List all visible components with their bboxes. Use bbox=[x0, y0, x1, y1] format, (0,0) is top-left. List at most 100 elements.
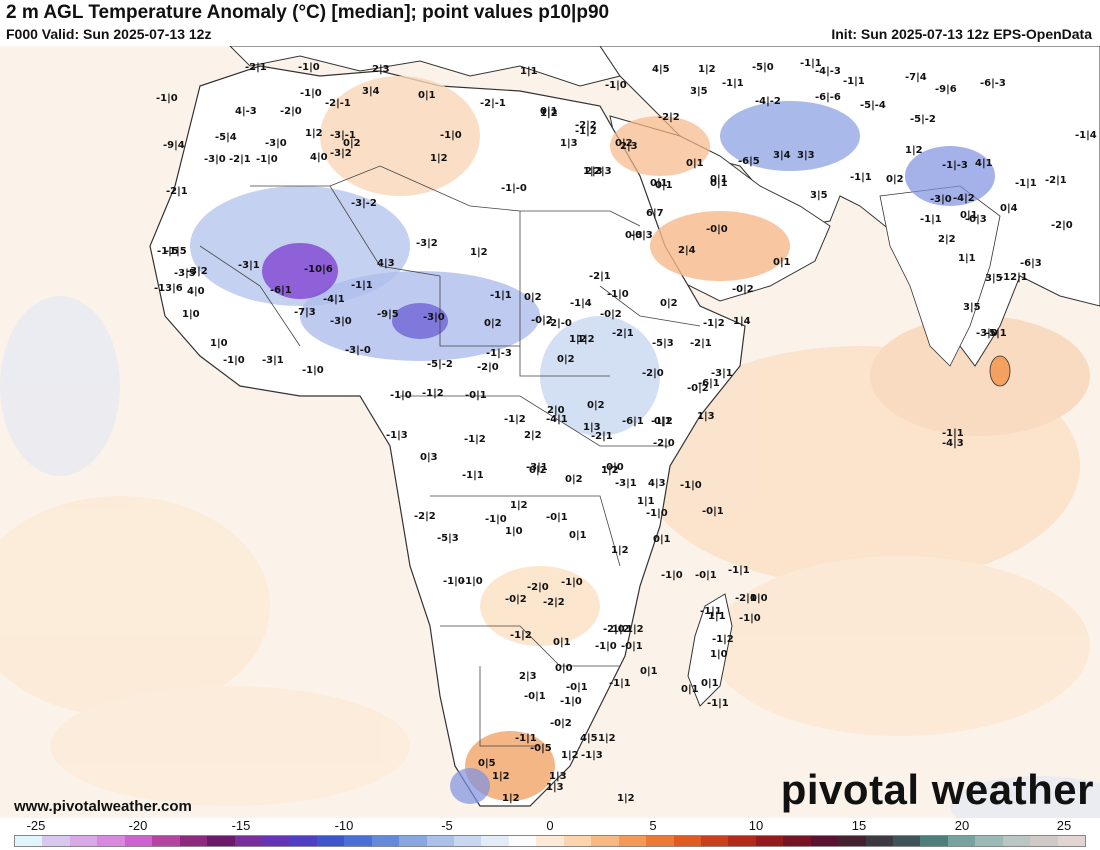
point-value-label: -1|0 bbox=[661, 570, 683, 581]
point-value-label: -6|1 bbox=[622, 416, 644, 427]
point-value-label: 0|2 bbox=[615, 138, 633, 149]
colorbar-tick-label: 10 bbox=[748, 818, 764, 833]
point-value-label: -2|0 bbox=[642, 368, 664, 379]
colorbar-swatch bbox=[728, 836, 756, 846]
point-value-label: 0|1 bbox=[773, 257, 791, 268]
point-value-label: -3|0 bbox=[265, 138, 287, 149]
point-value-label: 1|2 bbox=[502, 793, 520, 804]
point-value-label: -1|1 bbox=[515, 733, 537, 744]
point-value-label: 1|3 bbox=[549, 771, 567, 782]
colorbar-swatch bbox=[947, 836, 976, 846]
point-value-label: -3|0 bbox=[423, 312, 445, 323]
colorbar-tick-label: -5 bbox=[441, 818, 453, 833]
point-value-label: 2|2 bbox=[524, 430, 542, 441]
brand-logo: pivotal weather bbox=[780, 766, 1094, 813]
point-value-label: 1|4 bbox=[733, 316, 751, 327]
point-value-label: -1|-3 bbox=[942, 160, 968, 171]
colorbar-tick-label: 20 bbox=[954, 818, 970, 833]
anomaly-map[interactable]: -2|1 -1|0 2|3 -1|0 -2|-1 3|4 0|1 -2|-1 0|1 -1|0 1|… bbox=[0, 46, 1100, 818]
point-value-label: -1|2 bbox=[651, 416, 673, 427]
point-value-label: -6|-6 bbox=[815, 92, 841, 103]
point-value-label: -4|1 bbox=[323, 294, 345, 305]
point-value-label: 3|5 bbox=[963, 302, 981, 313]
point-value-label: 4|0 bbox=[187, 286, 205, 297]
point-value-label: 6|7 bbox=[646, 208, 664, 219]
point-value-label: -0|5 bbox=[530, 743, 552, 754]
point-value-label: 1|0 bbox=[210, 338, 228, 349]
point-value-label: 1|2 bbox=[569, 334, 587, 345]
point-value-label: 0|1 bbox=[710, 174, 728, 185]
point-value-label: -3|1 bbox=[238, 260, 260, 271]
point-value-label: 0|2 bbox=[529, 465, 547, 476]
point-value-label: -9|4 bbox=[163, 140, 185, 151]
point-value-label: 0|1 bbox=[540, 106, 558, 117]
point-value-label: -1|0 bbox=[440, 130, 462, 141]
point-value-label: -1|0 bbox=[607, 289, 629, 300]
colorbar-swatch bbox=[536, 836, 564, 846]
point-value-label: 4|3 bbox=[377, 258, 395, 269]
point-value-label: -3|-2 bbox=[351, 198, 377, 209]
point-value-label: -1|1 bbox=[850, 172, 872, 183]
border-line bbox=[599, 285, 701, 327]
point-value-label: 1|3 bbox=[546, 782, 564, 793]
point-value-label: -1|1 bbox=[707, 698, 729, 709]
point-value-label: -1|1 bbox=[722, 78, 744, 89]
point-value-label: -0|2 bbox=[732, 284, 754, 295]
point-value-label: -1|0 bbox=[443, 576, 465, 587]
point-value-label: -6|-3 bbox=[980, 78, 1006, 89]
init-time: Init: Sun 2025-07-13 12z EPS-OpenData bbox=[831, 26, 1092, 42]
point-value-label: -1|0 bbox=[595, 641, 617, 652]
ocean-patch bbox=[0, 296, 120, 476]
colorbar-swatch bbox=[1057, 836, 1086, 846]
point-value-label: -1|0 bbox=[390, 390, 412, 401]
point-value-label: 3|5 bbox=[810, 190, 828, 201]
sri-lanka bbox=[989, 355, 1011, 387]
point-value-label: -5|1 bbox=[985, 328, 1007, 339]
point-value-label: -1|0 bbox=[300, 88, 322, 99]
website-link[interactable]: www.pivotalweather.com bbox=[14, 798, 192, 815]
border-line bbox=[400, 395, 670, 447]
colorbar-swatch bbox=[975, 836, 1003, 846]
point-value-label: -1|2 bbox=[504, 414, 526, 425]
point-value-label: 1|0 bbox=[505, 526, 523, 537]
point-value-label: 0|1 bbox=[655, 180, 673, 191]
point-value-label: 0|2 bbox=[524, 292, 542, 303]
point-value-label: -1|2 bbox=[510, 630, 532, 641]
point-value-label: -1|0 bbox=[302, 365, 324, 376]
point-value-label: 0|1 bbox=[686, 158, 704, 169]
colorbar-swatch bbox=[69, 836, 98, 846]
very-cold-region bbox=[392, 303, 448, 339]
point-value-label: -0|2 bbox=[505, 594, 527, 605]
point-value-label: -1|0 bbox=[256, 154, 278, 165]
point-value-label: 1|2 bbox=[430, 153, 448, 164]
point-value-label: -0|1 bbox=[621, 641, 643, 652]
point-value-label: -6|1 bbox=[698, 378, 720, 389]
point-value-label: -5|-4 bbox=[860, 100, 886, 111]
point-value-label: 1|0 bbox=[710, 649, 728, 660]
warm-region bbox=[610, 116, 710, 176]
point-value-label: 0|3 bbox=[625, 230, 643, 241]
border-line bbox=[250, 185, 441, 277]
ocean-patch bbox=[710, 556, 1090, 736]
point-value-label: -1|3 bbox=[581, 750, 603, 761]
colorbar-tick-label: -25 bbox=[26, 818, 46, 833]
point-value-label: -1|0 bbox=[561, 577, 583, 588]
point-value-label: -13|6 bbox=[154, 283, 183, 294]
point-value-label: 1|2 bbox=[905, 145, 923, 156]
point-value-label: -0|3 bbox=[965, 214, 987, 225]
point-value-label: -1|1 bbox=[700, 606, 722, 617]
point-value-label: 1|2 bbox=[617, 793, 635, 804]
point-value-label: 0|1 bbox=[640, 666, 658, 677]
madagascar bbox=[687, 593, 733, 707]
colorbar-swatch bbox=[1030, 836, 1058, 846]
point-value-label: -0|1 bbox=[524, 691, 546, 702]
point-value-label: -5|-2 bbox=[427, 359, 453, 370]
point-value-label: -2|2 bbox=[543, 597, 565, 608]
point-value-label: -3|1 bbox=[711, 368, 733, 379]
warm-region bbox=[320, 76, 480, 196]
point-value-label: 1|1 bbox=[520, 66, 538, 77]
point-value-label: 0|2 bbox=[587, 400, 605, 411]
point-value-label: 3|5 bbox=[985, 273, 1003, 284]
point-value-label: 2|3 bbox=[372, 64, 390, 75]
point-value-label: -3|-1 bbox=[330, 130, 356, 141]
